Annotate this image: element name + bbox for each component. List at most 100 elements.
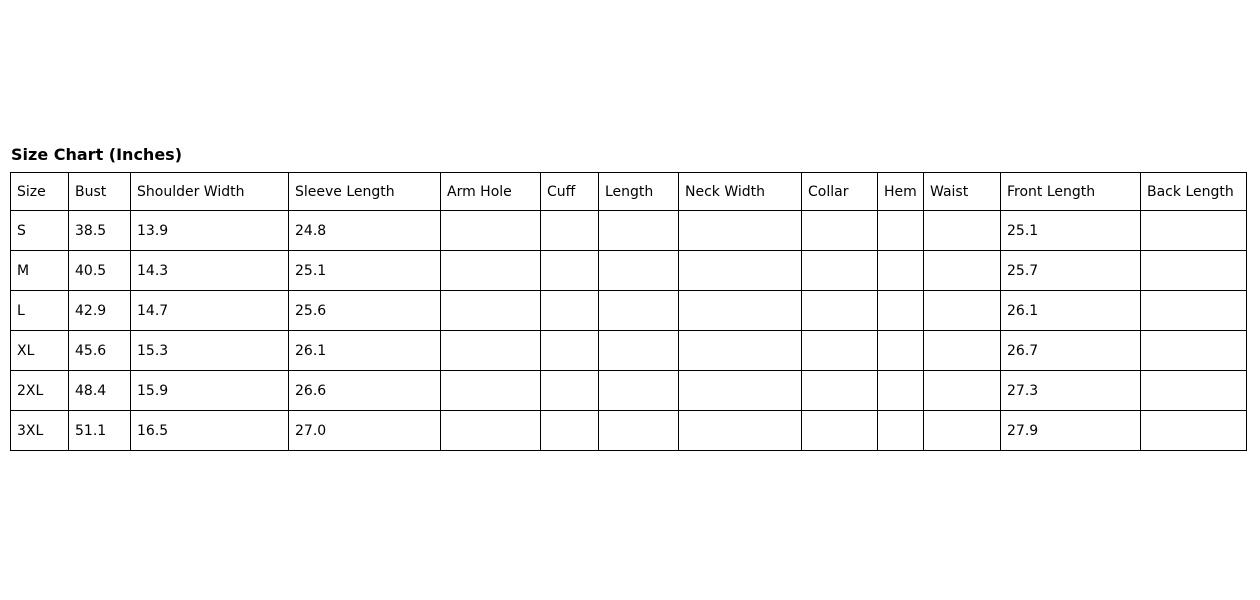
table-cell	[678, 290, 802, 331]
table-row-3xl: 3XL 51.1 16.5 27.0 27.9	[10, 410, 1247, 451]
table-cell: 48.4	[68, 370, 131, 411]
table-cell	[1140, 330, 1247, 371]
table-cell	[440, 410, 541, 451]
column-header-bust: Bust	[68, 172, 131, 211]
table-cell	[1140, 210, 1247, 251]
table-cell	[801, 370, 878, 411]
table-cell: 27.9	[1000, 410, 1141, 451]
column-header-waist: Waist	[923, 172, 1001, 211]
table-cell: 16.5	[130, 410, 289, 451]
column-header-collar: Collar	[801, 172, 878, 211]
table-cell: 25.6	[288, 290, 441, 331]
column-header-front-length: Front Length	[1000, 172, 1141, 211]
table-cell	[923, 210, 1001, 251]
size-label-cell: L	[10, 290, 69, 331]
table-cell	[877, 370, 924, 411]
column-header-hem: Hem	[877, 172, 924, 211]
table-cell	[540, 370, 599, 411]
table-cell: 51.1	[68, 410, 131, 451]
table-cell: 26.1	[288, 330, 441, 371]
table-cell: 15.3	[130, 330, 289, 371]
table-cell	[540, 290, 599, 331]
table-cell	[801, 410, 878, 451]
table-cell	[923, 290, 1001, 331]
size-label-cell: S	[10, 210, 69, 251]
table-cell: 40.5	[68, 250, 131, 291]
table-cell: 14.3	[130, 250, 289, 291]
table-cell: 27.3	[1000, 370, 1141, 411]
header-row: Size Bust Shoulder Width Sleeve Length Arm H…	[10, 172, 1247, 211]
table-cell	[801, 250, 878, 291]
column-header-cuff: Cuff	[540, 172, 599, 211]
table-cell	[598, 330, 679, 371]
table-cell	[598, 210, 679, 251]
table-cell	[923, 410, 1001, 451]
table-cell: 25.1	[288, 250, 441, 291]
table-cell	[801, 290, 878, 331]
table-row-2xl: 2XL 48.4 15.9 26.6 27.3	[10, 370, 1247, 411]
table-cell	[801, 210, 878, 251]
size-label-cell: 3XL	[10, 410, 69, 451]
table-cell: 26.7	[1000, 330, 1141, 371]
table-cell: 24.8	[288, 210, 441, 251]
column-header-back-length: Back Length	[1140, 172, 1247, 211]
size-chart-body: S 38.5 13.9 24.8 25.1 M 40.5 14.3 25.1 25.7 L 42.9 1…	[10, 210, 1247, 451]
table-cell	[678, 250, 802, 291]
column-header-arm-hole: Arm Hole	[440, 172, 541, 211]
table-cell	[801, 330, 878, 371]
table-cell	[440, 330, 541, 371]
table-cell	[877, 330, 924, 371]
table-cell	[923, 250, 1001, 291]
table-row-l: L 42.9 14.7 25.6 26.1	[10, 290, 1247, 331]
table-cell	[598, 290, 679, 331]
table-cell	[440, 370, 541, 411]
table-cell	[440, 250, 541, 291]
table-cell: 15.9	[130, 370, 289, 411]
table-cell: 27.0	[288, 410, 441, 451]
table-cell	[678, 410, 802, 451]
table-cell: 13.9	[130, 210, 289, 251]
table-cell	[678, 210, 802, 251]
size-label-cell: M	[10, 250, 69, 291]
column-header-sleeve-length: Sleeve Length	[288, 172, 441, 211]
column-header-shoulder-width: Shoulder Width	[130, 172, 289, 211]
column-header-length: Length	[598, 172, 679, 211]
table-cell	[923, 370, 1001, 411]
column-header-neck-width: Neck Width	[678, 172, 802, 211]
table-cell	[678, 370, 802, 411]
table-cell	[598, 410, 679, 451]
table-cell	[1140, 290, 1247, 331]
table-cell	[877, 410, 924, 451]
table-cell	[540, 250, 599, 291]
table-cell	[540, 410, 599, 451]
table-cell	[598, 370, 679, 411]
table-cell	[598, 250, 679, 291]
table-row-xl: XL 45.6 15.3 26.1 26.7	[10, 330, 1247, 371]
column-header-size: Size	[10, 172, 69, 211]
table-cell: 25.7	[1000, 250, 1141, 291]
table-cell	[678, 330, 802, 371]
table-cell	[1140, 370, 1247, 411]
table-cell: 26.1	[1000, 290, 1141, 331]
table-cell	[540, 330, 599, 371]
size-chart-table: Size Bust Shoulder Width Sleeve Length Arm H…	[10, 172, 1247, 451]
table-row-m: M 40.5 14.3 25.1 25.7	[10, 250, 1247, 291]
table-cell: 26.6	[288, 370, 441, 411]
table-cell: 38.5	[68, 210, 131, 251]
table-cell: 25.1	[1000, 210, 1141, 251]
size-label-cell: 2XL	[10, 370, 69, 411]
table-cell	[923, 330, 1001, 371]
table-cell	[877, 250, 924, 291]
size-chart-header: Size Bust Shoulder Width Sleeve Length Arm H…	[10, 172, 1247, 211]
table-cell: 42.9	[68, 290, 131, 331]
table-row-s: S 38.5 13.9 24.8 25.1	[10, 210, 1247, 251]
size-label-cell: XL	[10, 330, 69, 371]
page-title: Size Chart (Inches)	[11, 145, 182, 164]
table-cell	[877, 210, 924, 251]
table-cell	[540, 210, 599, 251]
table-cell	[440, 290, 541, 331]
table-cell	[877, 290, 924, 331]
table-cell	[1140, 250, 1247, 291]
table-cell: 14.7	[130, 290, 289, 331]
table-cell	[440, 210, 541, 251]
